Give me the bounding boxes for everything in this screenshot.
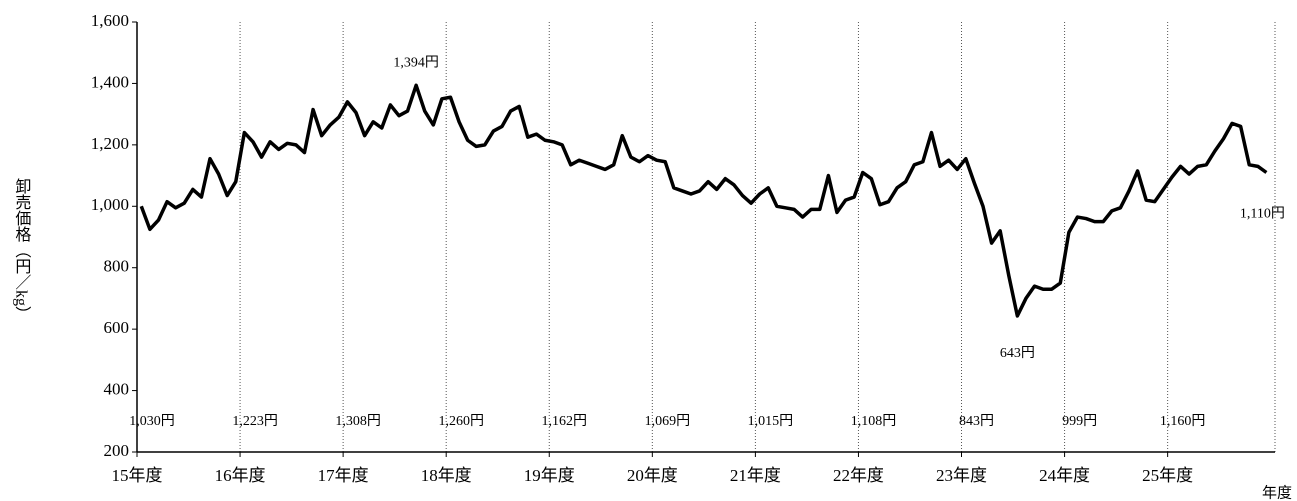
annual-average-label: 843円	[959, 414, 994, 429]
y-tick-label: 1,600	[91, 11, 129, 30]
annual-average-label: 1,108円	[851, 414, 897, 429]
x-tick-label: 19年度	[524, 466, 575, 485]
y-tick-label: 600	[104, 318, 130, 337]
y-tick-label: 400	[104, 379, 130, 398]
annual-average-label: 1,260円	[438, 414, 484, 429]
x-tick-label: 22年度	[833, 466, 884, 485]
y-tick-label: 1,400	[91, 72, 129, 91]
annual-average-label: 1,308円	[335, 414, 381, 429]
y-axis-label: 卸売価格（円／kg）	[12, 178, 31, 322]
x-tick-label: 18年度	[421, 466, 472, 485]
x-axis-label: 年度	[1262, 484, 1292, 501]
annotation: 1,110円	[1240, 207, 1285, 222]
y-tick-label: 1,000	[91, 195, 129, 214]
annual-average-label: 1,162円	[542, 414, 588, 429]
annual-average-label: 1,015円	[748, 414, 794, 429]
y-tick-label: 800	[104, 257, 130, 276]
y-tick-label: 200	[104, 441, 130, 460]
annual-average-label: 1,069円	[645, 414, 691, 429]
annual-average-label: 1,030円	[129, 414, 175, 429]
price-line	[139, 83, 1268, 318]
annual-average-label: 999円	[1062, 414, 1097, 429]
x-tick-label: 23年度	[936, 466, 987, 485]
x-tick-label: 20年度	[627, 466, 678, 485]
annual-average-label: 1,160円	[1160, 414, 1206, 429]
y-tick-label: 1,200	[91, 134, 129, 153]
x-tick-label: 25年度	[1142, 466, 1193, 485]
x-tick-label: 21年度	[730, 466, 781, 485]
x-tick-label: 17年度	[318, 466, 369, 485]
annual-average-label: 1,223円	[232, 414, 278, 429]
annotation: 1,394円	[393, 55, 439, 70]
annotation: 643円	[1000, 346, 1035, 361]
x-tick-label: 24年度	[1039, 466, 1090, 485]
x-tick-label: 15年度	[112, 466, 163, 485]
x-tick-label: 16年度	[215, 466, 266, 485]
